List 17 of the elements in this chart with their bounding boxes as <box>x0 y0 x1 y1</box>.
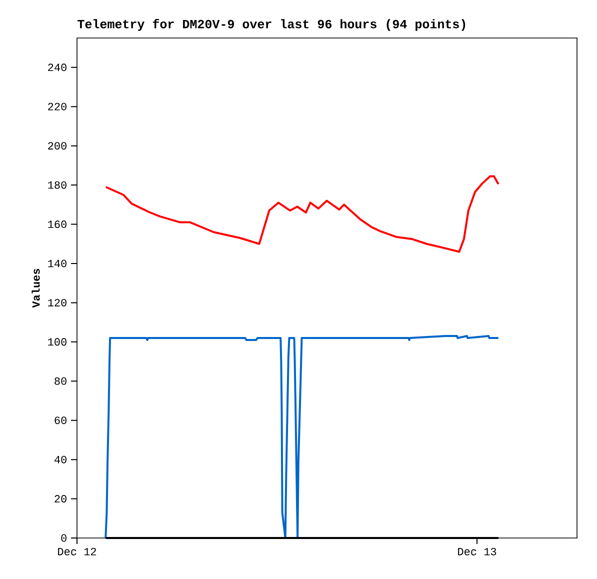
y-axis-title: Values <box>32 268 40 308</box>
y-tick-label: 140 <box>48 260 66 268</box>
chart-title: Telemetry for DM20V-9 over last 96 hours (94 points) <box>78 18 466 31</box>
x-tick-label: Dec 13 <box>458 548 496 556</box>
y-tick-label: 220 <box>48 102 66 110</box>
y-tick-label: 60 <box>54 416 66 424</box>
y-tick-label: 0 <box>61 534 66 542</box>
y-tick-label: 240 <box>48 64 66 72</box>
y-tick-label: 200 <box>48 142 66 150</box>
y-tick-label: 180 <box>48 181 66 189</box>
x-tick-label: Dec 12 <box>58 548 96 556</box>
y-tick-label: 100 <box>48 338 66 346</box>
y-tick-label: 120 <box>48 298 66 306</box>
y-tick-label: 20 <box>54 495 66 503</box>
y-tick-label: 40 <box>54 456 66 464</box>
y-tick-label: 160 <box>48 220 66 228</box>
y-tick-label: 80 <box>54 377 66 385</box>
